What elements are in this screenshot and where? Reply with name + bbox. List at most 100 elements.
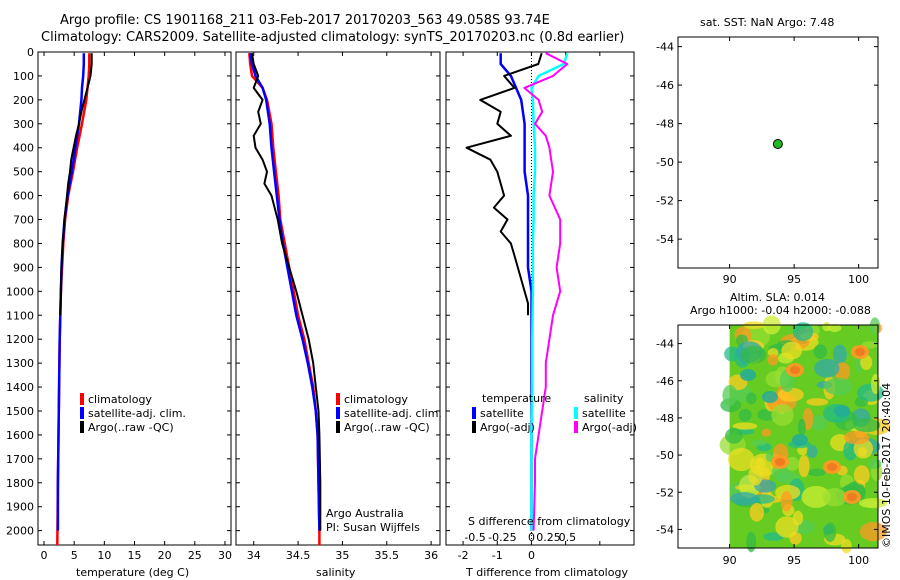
x-tick-label: 30 (218, 549, 232, 562)
x-tick-label: 95 (787, 273, 801, 286)
legend-label-satellite: satellite-adj. clim. (88, 407, 186, 420)
sla-warm-core (847, 493, 857, 501)
legend-swatch-t-argo (472, 421, 476, 433)
series-line-s-argo-adj- (523, 52, 569, 531)
sla-cell (813, 344, 828, 359)
sla-cell (797, 418, 806, 436)
y-tick-label: -52 (656, 486, 674, 499)
salinity-frame (235, 51, 441, 546)
sla-cell (748, 465, 763, 486)
argo-position-marker (772, 138, 783, 149)
legend-swatch-s-satellite (574, 407, 578, 419)
y-tick-label: 2000 (6, 525, 34, 538)
temperature-panel: 0100200300400500600700800900100011001200… (6, 46, 232, 562)
y-tick-label: 1900 (6, 501, 34, 514)
sla-cell (746, 531, 757, 553)
sla-cell (869, 317, 881, 335)
sla-cell (761, 428, 772, 437)
sla-cell (843, 439, 858, 461)
legend-swatch-climatology (336, 393, 340, 405)
legend-swatch-argo (336, 421, 340, 433)
y-tick-label: 1400 (6, 381, 34, 394)
legend-title-salinity: salinity (584, 392, 624, 405)
difference-xlabel-top: S difference from climatology (468, 515, 631, 528)
sla-warm-core (775, 458, 785, 466)
sla-cell (754, 457, 766, 470)
sla-cell (751, 439, 767, 446)
y-tick-label: 1100 (6, 309, 34, 322)
legend-label-t-argo: Argo(-adj) (480, 421, 535, 434)
difference-frame (445, 51, 635, 546)
sla-cell (841, 538, 852, 554)
y-tick-label: -54 (656, 233, 674, 246)
y-tick-label: -44 (656, 41, 674, 54)
sla-cell (853, 465, 870, 485)
sla-cell (801, 485, 831, 508)
y-tick-label: -52 (656, 195, 674, 208)
series-line-argo-raw-qc- (251, 53, 322, 531)
y-tick-label: 1500 (6, 405, 34, 418)
difference-panel: -2 -1 0 -0.5 -0.25 0 0.250.5 (445, 51, 635, 562)
s-tick-label: -0.5 (464, 531, 485, 544)
sla-cool-core (792, 434, 808, 446)
legend-label-s-argo: Argo(-adj) (582, 421, 637, 434)
salinity-annotation-2: PI: Susan Wijffels (326, 521, 420, 534)
sla-cell (775, 516, 799, 538)
sla-cell (814, 358, 840, 378)
x-tick-label: 35 (335, 549, 349, 562)
sla-cell (822, 322, 831, 332)
series-line-s-satellite (530, 52, 569, 531)
x-tick-label: 10 (97, 549, 111, 562)
y-tick-label: 900 (13, 261, 34, 274)
legend-swatch-satellite (80, 407, 84, 419)
x-tick-label: 95 (787, 554, 801, 567)
sla-cell (858, 498, 888, 509)
x-tick-label: 100 (848, 554, 869, 567)
sla-cell (827, 323, 842, 333)
sla-cell (824, 522, 837, 542)
y-tick-label: -46 (656, 375, 674, 388)
y-tick-label: 200 (13, 94, 34, 107)
legend-label-climatology: climatology (344, 393, 408, 406)
sla-cool-core (762, 391, 778, 403)
sla-cell (810, 415, 827, 431)
sla-map: -44 -46 -48 -50 -52 -54 90 95 100 (656, 315, 891, 567)
x-tick-label: 34.5 (286, 549, 311, 562)
y-tick-label: 400 (13, 142, 34, 155)
x-tick-label: 90 (723, 554, 737, 567)
sla-cell (785, 456, 800, 471)
sla-map-frame (677, 324, 879, 549)
y-tick-label: 800 (13, 237, 34, 250)
sla-cell (824, 377, 853, 396)
sla-cell (806, 398, 829, 406)
legend-label-s-satellite: satellite (582, 407, 626, 420)
sst-map-frame (677, 36, 879, 269)
y-tick-label: -54 (656, 523, 674, 536)
temperature-frame (37, 51, 232, 546)
s-tick-label: 0.5 (559, 531, 577, 544)
temperature-xlabel: temperature (deg C) (76, 566, 190, 579)
legend-label-t-satellite: satellite (480, 407, 524, 420)
legend-swatch-climatology (80, 393, 84, 405)
sla-cell (740, 345, 767, 364)
legend-swatch-s-argo (574, 421, 578, 433)
series-line-t-argo-adj- (465, 52, 543, 316)
legend-swatch-satellite (336, 407, 340, 419)
sla-cell (749, 503, 764, 522)
imos-credit: ©IMOS 10-Feb-2017 20:40:04 (880, 382, 893, 548)
legend-label-satellite: satellite-adj. clim. (344, 407, 442, 420)
sla-map-title-1: Altim. SLA: 0.014 (730, 291, 826, 304)
salinity-panel: 34 34.5 35 35.5 36 (235, 51, 441, 562)
sla-cell (798, 454, 810, 478)
legend-title-temperature: temperature (482, 392, 552, 405)
sla-cool-core (740, 369, 756, 381)
legend-swatch-t-satellite (472, 407, 476, 419)
salinity-annotation-1: Argo Australia (326, 507, 404, 520)
s-tick-label: 0 (528, 531, 535, 544)
sst-map-title: sat. SST: NaN Argo: 7.48 (700, 16, 835, 29)
sla-cell (732, 422, 758, 430)
y-tick-label: 700 (13, 214, 34, 227)
y-tick-label: 0 (27, 46, 34, 59)
x-tick-label: 35.5 (375, 549, 400, 562)
sla-cool-core (834, 405, 850, 417)
